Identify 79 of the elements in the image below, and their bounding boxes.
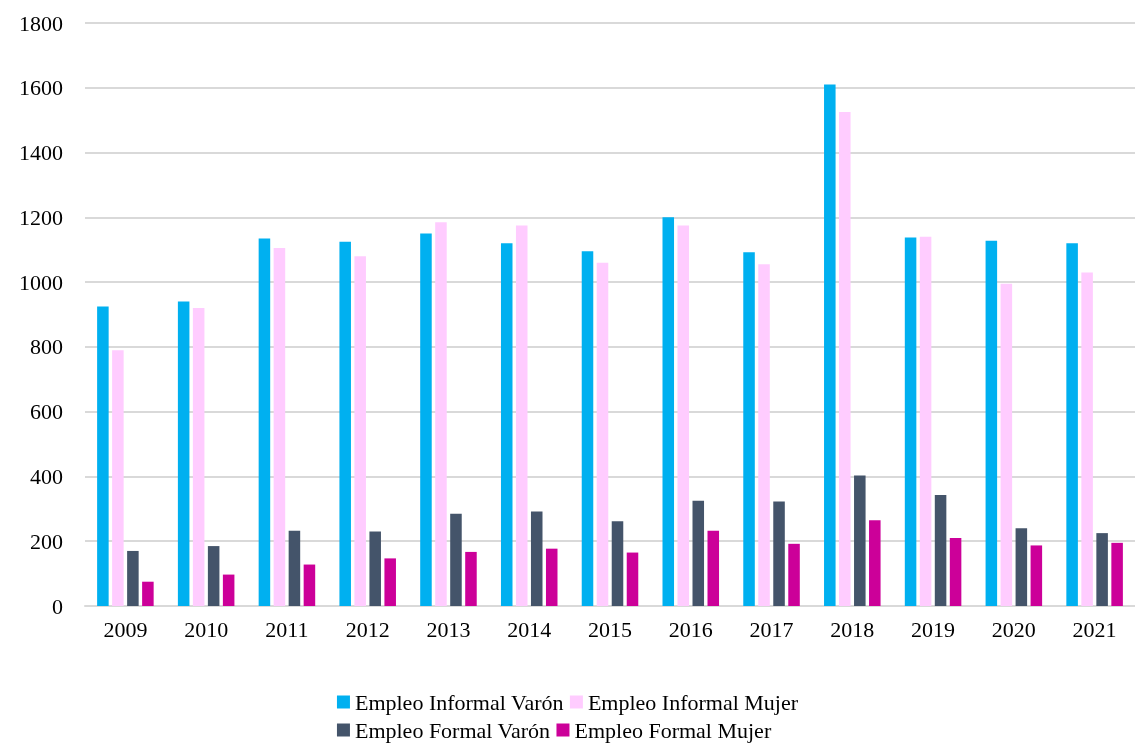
x-tick-label: 2013 [426,616,471,642]
bar [707,530,720,606]
legend-label: Empleo Formal Varón [354,717,551,743]
bar [662,217,675,606]
bar [127,550,139,606]
bar [1096,533,1108,606]
bar [869,520,881,606]
bar [854,475,866,606]
y-tick-label: 1600 [19,75,63,101]
x-tick-label: 2019 [911,616,956,642]
bar [839,112,851,606]
y-tick-label: 200 [30,528,63,554]
bar [339,241,351,606]
bar [692,500,705,606]
bar [1000,283,1013,606]
bar [934,494,947,606]
bar [384,558,396,606]
bar [500,243,513,606]
y-tick-label: 800 [30,334,63,360]
x-tick-label: 2020 [991,616,1036,642]
y-tick-label: 1800 [19,10,63,36]
bar [207,546,220,606]
bar [773,501,785,606]
bar [288,530,301,606]
bar [177,301,190,606]
bar [1111,542,1123,606]
x-tick-label: 2012 [345,616,390,642]
bar [611,521,624,606]
y-tick-label: 0 [52,593,63,619]
bar [824,84,836,606]
bar [758,264,770,606]
bar [581,251,594,606]
bar [545,548,558,606]
bar [985,240,998,606]
y-tick-label: 1200 [19,204,63,230]
bar [515,225,528,606]
x-tick-label: 2010 [184,616,229,642]
bar [1015,528,1028,606]
bar [435,222,447,606]
x-tick-label: 2018 [830,616,875,642]
bar [142,581,154,606]
bar [97,306,109,606]
x-tick-label: 2021 [1072,616,1117,642]
bar [273,248,286,606]
legend-label: Empleo Formal Mujer [574,717,772,743]
y-tick-label: 1000 [19,269,63,295]
bar [1066,243,1078,606]
bar [112,350,124,606]
x-tick-label: 2016 [668,616,713,642]
bar [192,308,205,606]
bar [596,262,609,606]
y-tick-label: 400 [30,463,63,489]
bar [1030,545,1043,606]
legend-label: Empleo Informal Varón [354,689,564,715]
x-tick-label: 2015 [588,616,632,642]
bar [743,252,755,606]
bar [1081,272,1093,606]
legend-label: Empleo Informal Mujer [587,689,799,715]
x-tick-label: 2017 [749,616,794,642]
x-tick-label: 2011 [265,616,309,642]
bar [530,511,543,606]
x-tick-label: 2009 [103,616,148,642]
bar [258,238,271,606]
bar [369,531,381,606]
x-tick-label: 2014 [507,616,552,642]
bar [354,256,366,606]
bar [303,564,316,606]
bar [919,236,932,606]
bar [222,574,235,606]
bar [420,233,432,606]
bar [626,552,639,606]
bar [450,513,462,606]
y-tick-label: 600 [30,399,63,425]
bar [677,225,690,606]
bar [949,537,962,606]
bar [904,237,917,606]
bar [788,543,800,606]
y-tick-label: 1400 [19,140,63,166]
bar [465,551,477,606]
